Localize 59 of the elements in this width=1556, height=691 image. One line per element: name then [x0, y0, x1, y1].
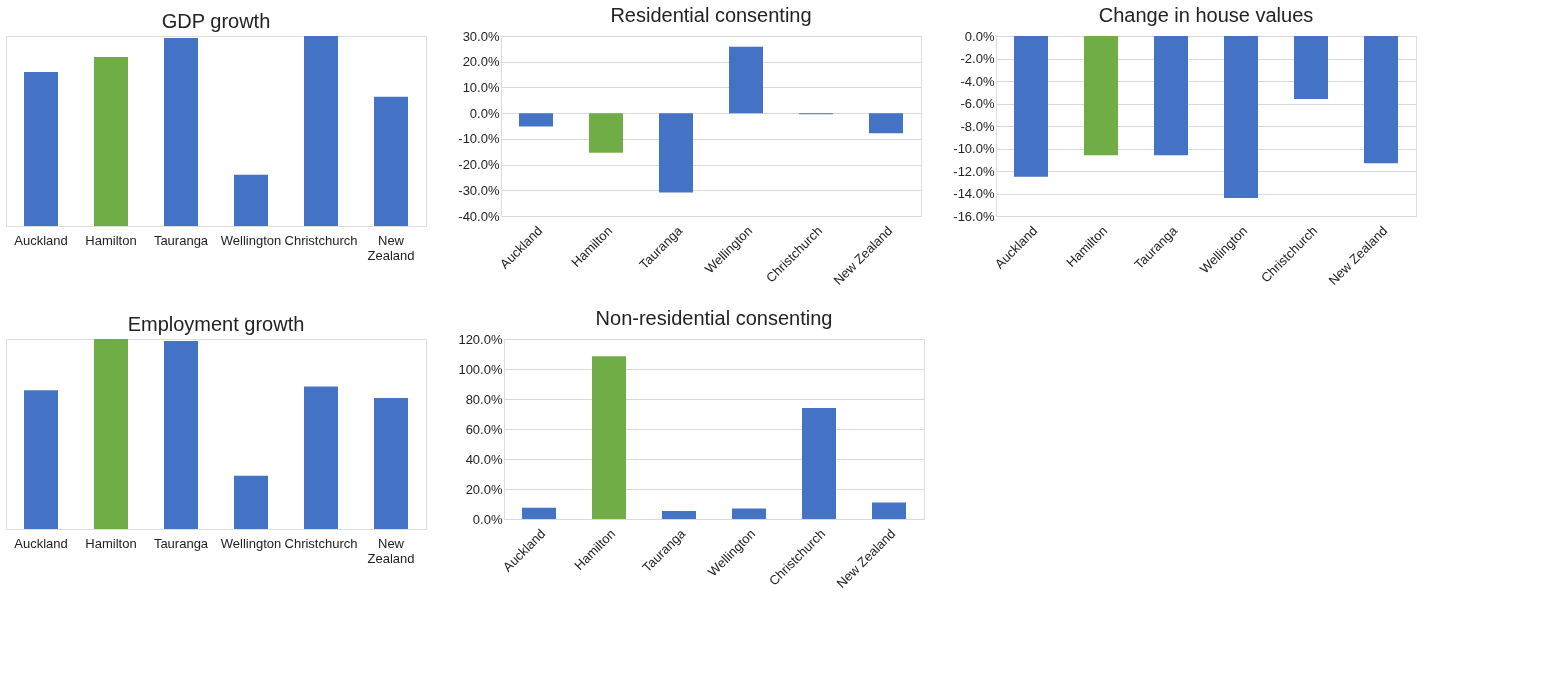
y-tick-label: -4.0%: [960, 73, 995, 89]
y-tick-label: 20.0%: [462, 54, 500, 70]
y-tick-label: 0.0%: [469, 105, 500, 121]
y-tick-label: -10.0%: [953, 141, 995, 156]
y-tick-label: 20.0%: [465, 481, 503, 497]
y-tick-label: -10.0%: [458, 131, 500, 147]
x-tick-label: Tauranga: [153, 535, 209, 551]
x-tick-label: New Zealand: [367, 232, 415, 263]
x-tick-label: Christchurch: [284, 232, 358, 248]
x-tick-label: Hamilton: [85, 232, 137, 248]
x-tick-label: Christchurch: [284, 535, 358, 551]
y-tick-label: 0.0%: [964, 28, 995, 44]
bar: [592, 356, 626, 519]
bar: [24, 390, 58, 529]
chart-title: Residential consenting: [610, 4, 812, 26]
y-tick-label: 60.0%: [465, 421, 503, 437]
y-tick-label: 40.0%: [465, 451, 503, 467]
bar: [234, 174, 268, 226]
bar: [164, 37, 198, 226]
y-tick-label: 80.0%: [465, 391, 503, 407]
chart-title: Non-residential consenting: [595, 307, 833, 329]
y-tick-label: -8.0%: [960, 118, 995, 134]
y-tick-label: -16.0%: [953, 208, 995, 224]
bar: [374, 397, 408, 529]
y-tick-label: -12.0%: [953, 163, 995, 179]
bar: [234, 475, 268, 529]
bar: [872, 502, 906, 519]
x-tick-label: Auckland: [14, 232, 68, 248]
chart-title: GDP growth: [161, 10, 271, 32]
bar: [24, 72, 58, 226]
bar: [662, 511, 696, 519]
y-tick-label: 0.0%: [472, 511, 503, 527]
chart-title: Change in house values: [1098, 4, 1314, 26]
y-tick-label: -14.0%: [953, 186, 995, 201]
y-tick-label: -30.0%: [458, 182, 500, 198]
y-tick-label: -40.0%: [458, 208, 500, 224]
x-tick-label: Wellington: [220, 535, 282, 551]
chart-title: Employment growth: [127, 313, 305, 335]
x-tick-label: Hamilton: [85, 535, 137, 551]
bar: [374, 96, 408, 226]
y-tick-label: -2.0%: [960, 51, 995, 66]
y-tick-label: 120.0%: [458, 331, 503, 347]
y-tick-label: 100.0%: [458, 361, 503, 377]
y-tick-label: -20.0%: [458, 157, 500, 173]
bar: [732, 508, 766, 519]
y-tick-label: 10.0%: [462, 79, 500, 95]
y-tick-label: -6.0%: [960, 96, 995, 111]
bar: [304, 36, 338, 226]
x-tick-label: Auckland: [14, 535, 68, 551]
y-tick-label: 30.0%: [462, 28, 500, 44]
bar: [164, 340, 198, 529]
x-tick-label: New Zealand: [367, 535, 415, 566]
bar: [522, 507, 556, 519]
bar: [94, 339, 128, 529]
bar: [94, 56, 128, 226]
bar: [304, 386, 338, 529]
bar: [802, 408, 836, 519]
x-tick-label: Tauranga: [153, 232, 209, 248]
x-tick-label: Wellington: [220, 232, 282, 248]
